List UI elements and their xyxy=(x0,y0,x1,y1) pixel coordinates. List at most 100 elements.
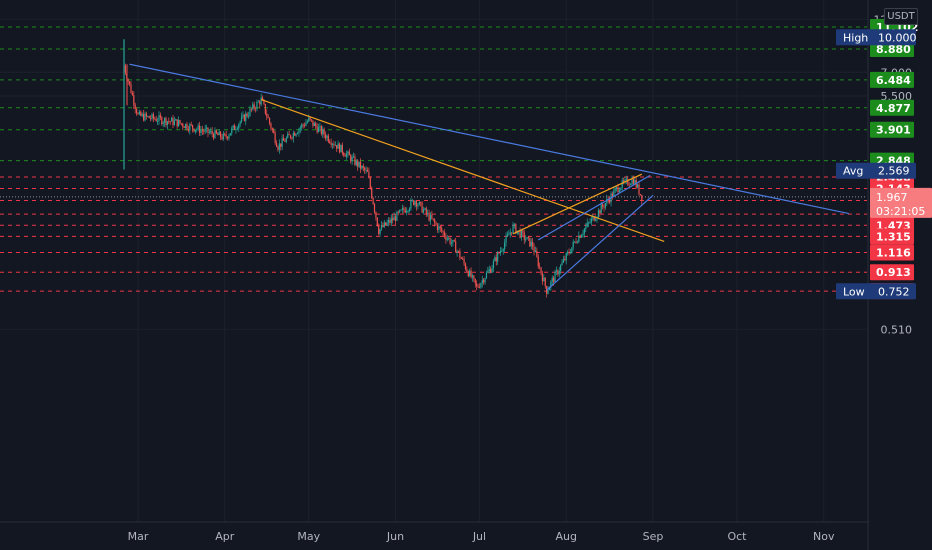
candle-body xyxy=(464,263,467,269)
candle-body xyxy=(336,145,338,149)
candle-body xyxy=(478,287,481,288)
candle-body xyxy=(530,241,532,247)
candle-body xyxy=(515,224,517,234)
candle-body xyxy=(413,200,415,205)
candle-body xyxy=(357,160,359,167)
candle-body xyxy=(324,134,327,139)
ascending-trendline-orange[interactable] xyxy=(512,173,643,235)
candle-body xyxy=(327,135,329,142)
candle-body xyxy=(593,216,595,221)
candle-body xyxy=(176,119,178,127)
candle-body xyxy=(141,114,143,116)
candle-body xyxy=(540,267,542,274)
candle-body xyxy=(242,114,244,117)
currency-selector[interactable]: USDT xyxy=(884,8,918,25)
candle-body xyxy=(215,130,217,134)
candle-body xyxy=(616,187,618,189)
candle-body xyxy=(473,275,475,279)
candle-body xyxy=(617,187,619,193)
candle-body xyxy=(268,117,271,124)
candle-body xyxy=(448,238,450,239)
candle-body xyxy=(569,252,572,254)
candle-body xyxy=(288,133,290,136)
candle-body xyxy=(634,179,636,184)
candle-body xyxy=(581,235,583,238)
candle-body xyxy=(326,135,328,139)
candle-body xyxy=(579,235,581,238)
candle-body xyxy=(334,145,336,146)
candle-body xyxy=(158,115,160,122)
candle-body xyxy=(371,187,373,198)
candle-body xyxy=(525,239,527,241)
green-level-label-bg xyxy=(870,71,914,88)
candle-body xyxy=(376,217,378,227)
candle-body xyxy=(637,184,639,188)
candle-body xyxy=(588,222,590,224)
candle-body xyxy=(609,199,611,203)
candle-body xyxy=(142,114,145,121)
candle-body xyxy=(287,133,289,138)
candle-body xyxy=(414,201,416,205)
candle-body xyxy=(432,218,434,220)
x-axis-tick-label: Mar xyxy=(128,530,149,543)
candle-body xyxy=(561,262,563,266)
candle-body xyxy=(529,237,531,247)
x-axis-tick-label: Jul xyxy=(472,530,486,543)
candle-body xyxy=(221,137,223,140)
candle-body xyxy=(611,193,614,197)
candle-body xyxy=(375,211,377,218)
high-label-bg xyxy=(836,29,916,46)
trendlines[interactable] xyxy=(129,63,850,291)
candle-body xyxy=(456,250,458,253)
candle-body xyxy=(284,140,286,142)
candle-body xyxy=(380,225,383,230)
high-label-title: High xyxy=(843,31,868,44)
candle-body xyxy=(312,120,314,126)
candle-body xyxy=(222,133,224,140)
candle-body xyxy=(455,241,457,253)
candle-body xyxy=(148,116,150,119)
candle-body xyxy=(541,273,544,282)
candle-body xyxy=(299,127,301,130)
candle-body xyxy=(623,180,625,182)
candle-body xyxy=(226,136,229,139)
candle-body xyxy=(488,269,490,271)
candle-body xyxy=(604,203,607,208)
candle-body xyxy=(210,130,212,133)
candle-body xyxy=(555,270,558,272)
candle-body xyxy=(205,127,208,129)
candle-body xyxy=(310,119,313,121)
candle-body xyxy=(543,277,545,282)
descending-trendline-blue[interactable] xyxy=(129,63,850,215)
candle-body xyxy=(254,108,257,110)
candle-body xyxy=(212,134,215,139)
candle-body xyxy=(159,115,161,118)
candle-body xyxy=(186,124,188,130)
candle-body xyxy=(278,143,280,150)
candle-body xyxy=(557,270,559,275)
candle-body xyxy=(196,129,198,131)
candle-body xyxy=(589,222,591,224)
candle-body xyxy=(162,122,164,125)
candle-body xyxy=(408,208,411,211)
candle-body xyxy=(497,252,499,262)
candle-body xyxy=(359,161,362,169)
candle-body xyxy=(253,104,255,109)
candle-body xyxy=(315,123,317,127)
candle-body xyxy=(203,130,205,132)
candle-body xyxy=(256,101,258,109)
candle-body xyxy=(481,279,483,284)
channel-upper-blue[interactable] xyxy=(537,174,651,241)
candle-body xyxy=(394,216,397,221)
candle-body xyxy=(386,222,388,225)
x-axis-tick-label: Apr xyxy=(215,530,235,543)
channel-lower-blue[interactable] xyxy=(546,194,654,291)
descending-trendline-orange[interactable] xyxy=(260,99,665,242)
candle-body xyxy=(583,228,586,234)
candle-body xyxy=(154,118,156,120)
candle-body xyxy=(477,286,479,288)
candle-body xyxy=(204,128,206,132)
candle-body xyxy=(600,204,602,214)
